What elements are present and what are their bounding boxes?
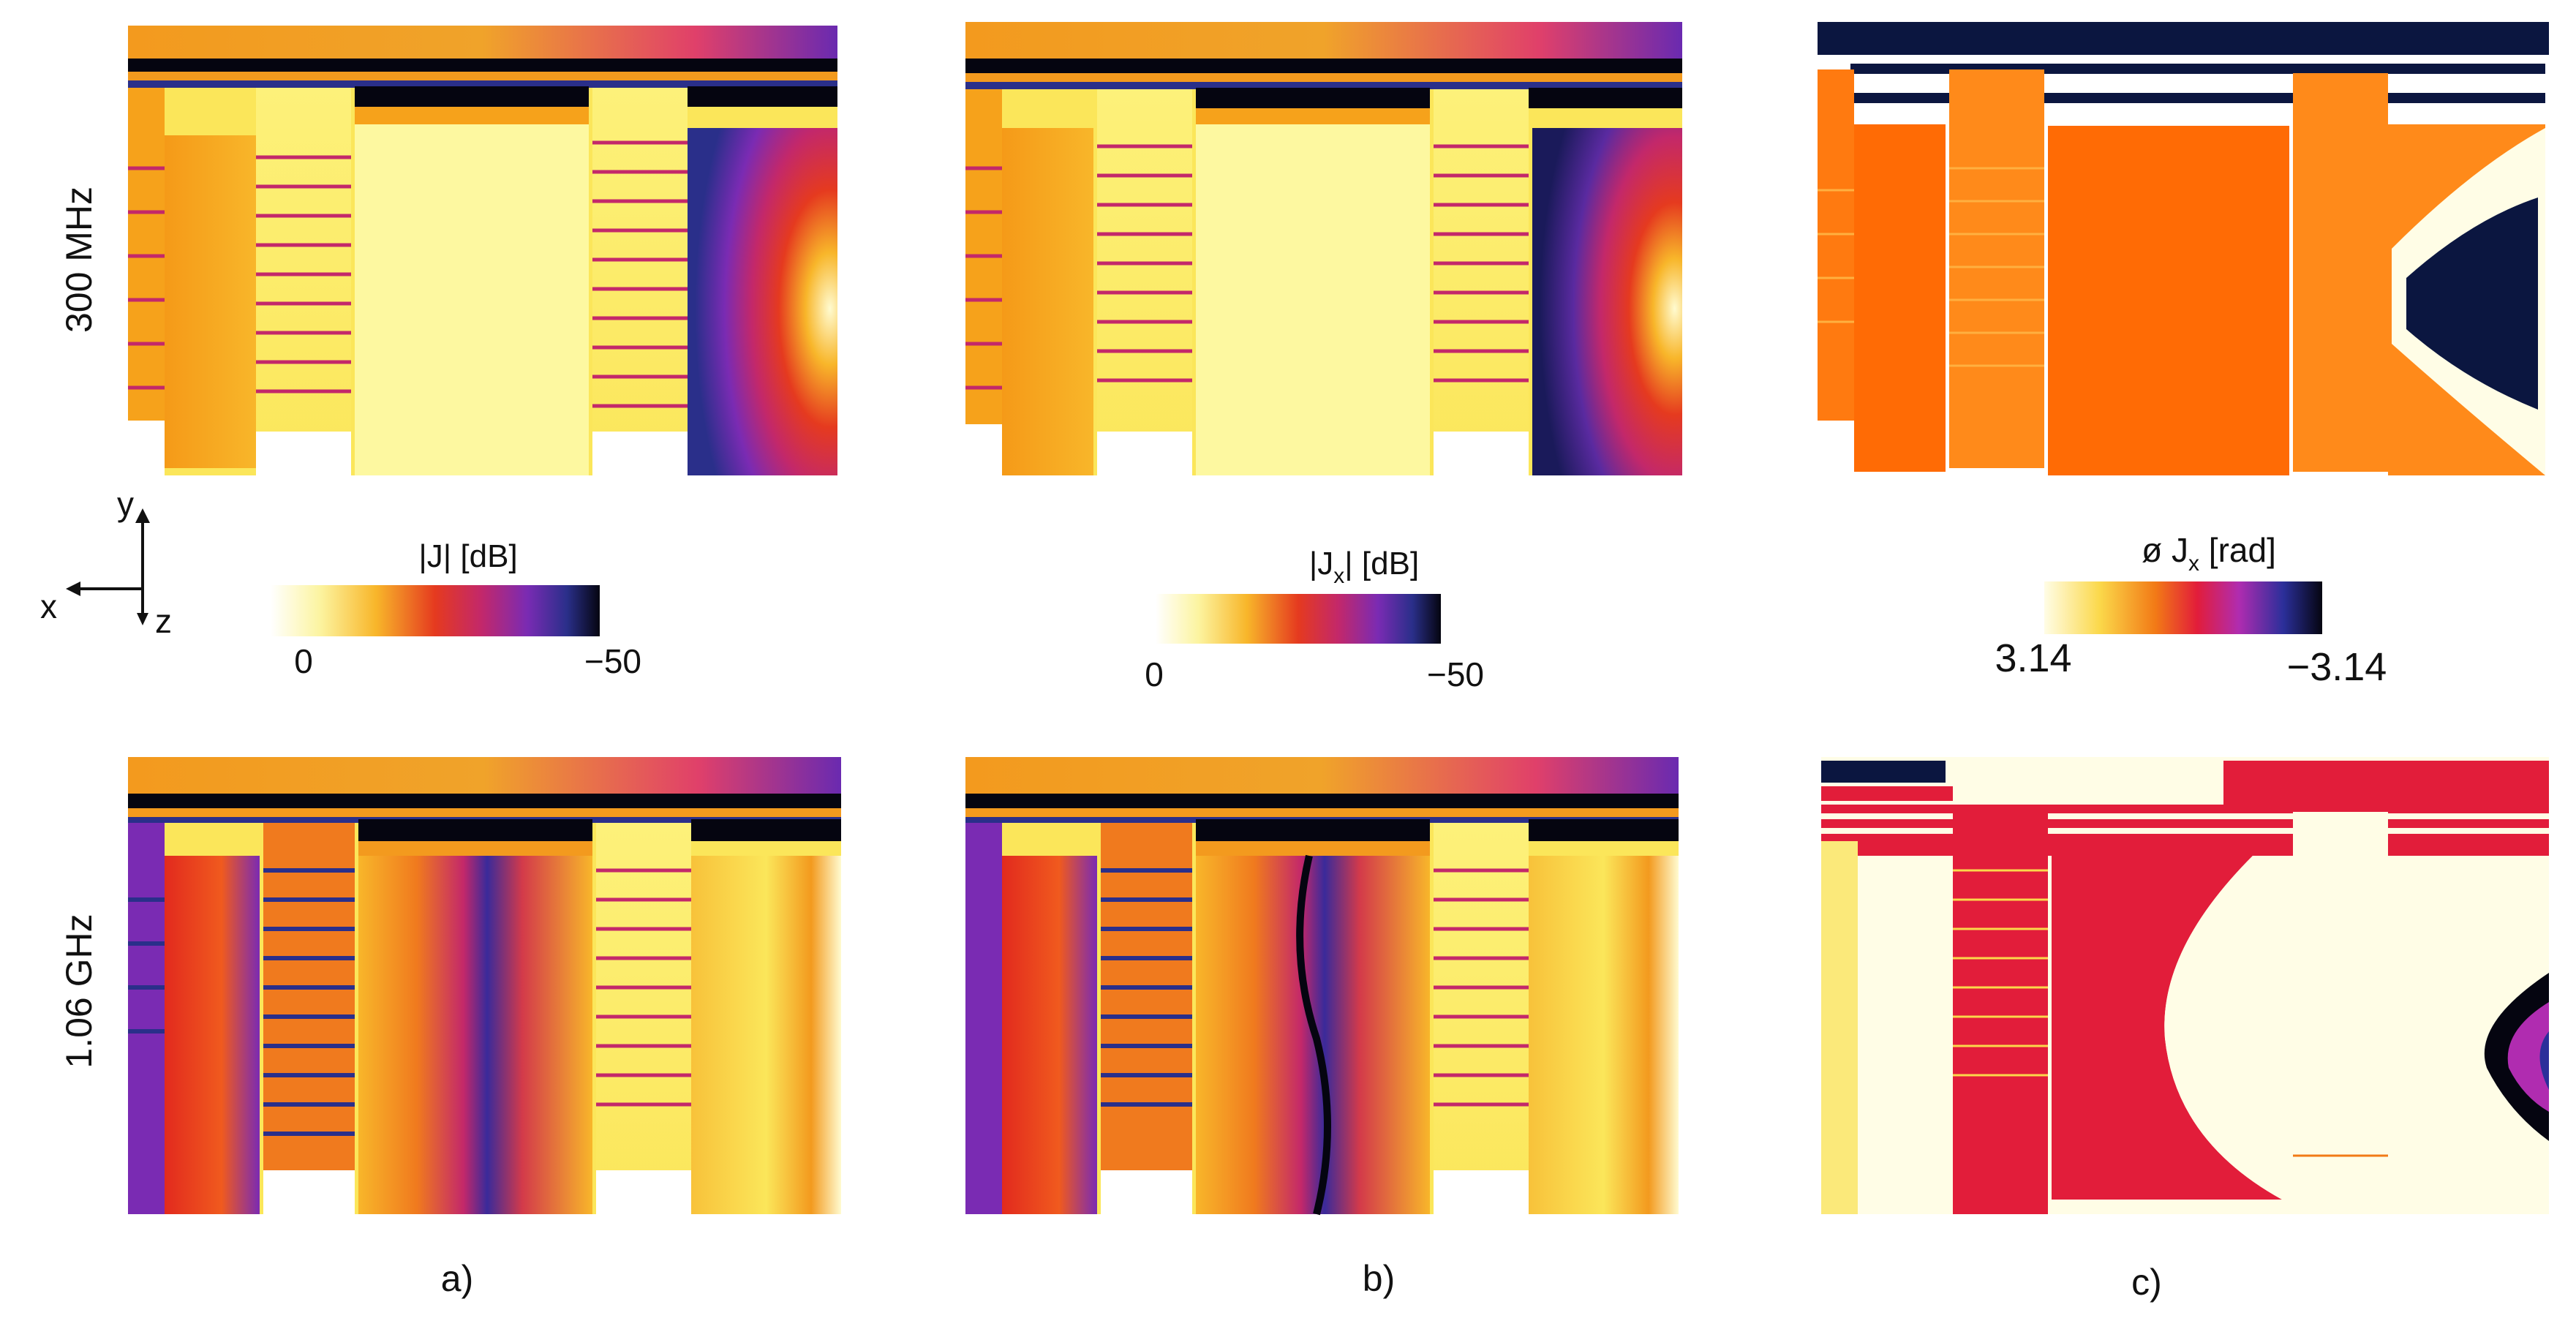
- colorbar-a-min: 0: [294, 642, 313, 680]
- axis-label-x: x: [40, 587, 57, 625]
- colorbar-b: |Jx| [dB] 0 −50: [1145, 546, 1484, 693]
- colorbar-b-max: −50: [1427, 655, 1484, 693]
- colorbar-a: |J| [dB] 0 −50: [271, 538, 641, 680]
- panel-c-300mhz: [1818, 22, 2549, 475]
- panel-a-106ghz: [128, 757, 841, 1214]
- axis-label-z: z: [155, 602, 172, 640]
- panel-b-106ghz: [965, 757, 1679, 1216]
- axis-triad: [66, 508, 150, 625]
- axis-label-y: y: [117, 485, 134, 523]
- colorbar-b-label: |Jx| [dB]: [1309, 546, 1419, 588]
- row-label-300mhz: 300 MHz: [59, 187, 99, 333]
- colorbar-c: ø Jx [rad] 3.14 −3.14: [1995, 531, 2387, 689]
- panel-b-300mhz: [965, 22, 1682, 475]
- panel-a-300mhz: [128, 26, 837, 475]
- panel-c-106ghz: [1821, 757, 2549, 1214]
- colorbar-c-min: 3.14: [1995, 636, 2071, 680]
- colorbar-a-label: |J| [dB]: [418, 538, 517, 574]
- caption-c: c): [2131, 1262, 2162, 1303]
- row-label-106ghz: 1.06 GHz: [59, 914, 99, 1068]
- colorbar-a-max: −50: [584, 642, 641, 680]
- colorbar-c-label: ø Jx [rad]: [2142, 531, 2276, 576]
- colorbar-b-min: 0: [1145, 655, 1164, 693]
- colorbar-c-max: −3.14: [2287, 645, 2387, 689]
- caption-a: a): [441, 1258, 473, 1299]
- caption-b: b): [1363, 1258, 1395, 1299]
